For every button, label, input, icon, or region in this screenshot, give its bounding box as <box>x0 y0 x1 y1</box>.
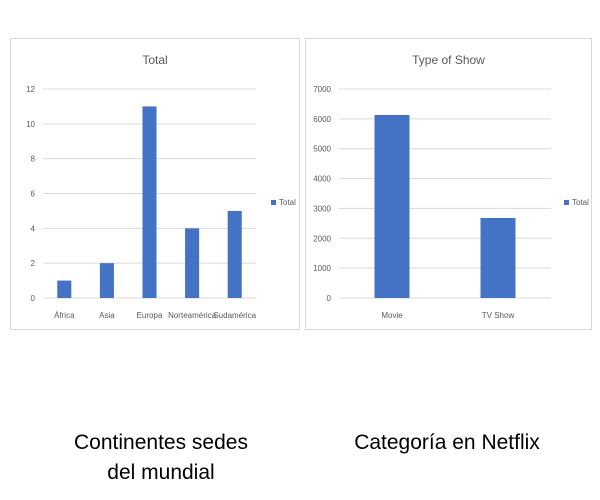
y-tick-label: 12 <box>26 85 35 94</box>
x-tick-label: Asia <box>99 311 115 320</box>
chart-title: Type of Show <box>412 53 485 67</box>
continents-chart: Total 0 2 4 6 8 10 12 África Asia Europa Norteamér… <box>10 38 300 330</box>
show-type-chart-plot: 0 1000 2000 3000 4000 5000 6000 7000 Movie TV Sho… <box>313 85 551 320</box>
y-tick-label: 0 <box>327 294 332 303</box>
y-tick-label: 10 <box>26 120 35 129</box>
y-tick-label: 7000 <box>313 85 331 94</box>
bar <box>480 217 516 298</box>
caption-continents: Continentes sedes del mundial <box>31 428 291 488</box>
show-type-chart: Type of Show 0 1000 2000 3000 4000 5000 6000 70… <box>305 38 592 330</box>
y-tick-label: 3000 <box>313 204 331 213</box>
bar <box>374 114 410 299</box>
chart-legend: Total <box>271 198 296 207</box>
caption-netflix: Categoría en Netflix <box>317 428 577 458</box>
continents-chart-plot: 0 2 4 6 8 10 12 África Asia Europa NorteaméricaSud… <box>26 85 257 320</box>
y-tick-label: 2000 <box>313 234 331 243</box>
caption-line: del mundial <box>107 461 215 484</box>
bar <box>185 228 200 298</box>
x-tick-label: Europa <box>137 311 163 320</box>
legend-label: Total <box>279 198 296 207</box>
y-tick-label: 0 <box>31 294 36 303</box>
legend-swatch <box>271 200 276 205</box>
legend-swatch <box>564 200 569 205</box>
x-tick-label: Sudamérica <box>213 311 256 320</box>
y-tick-label: 4 <box>31 224 36 233</box>
y-tick-label: 6 <box>31 190 36 199</box>
chart-legend: Total <box>564 198 589 207</box>
x-tick-label: Norteamérica <box>168 311 217 320</box>
y-tick-label: 6000 <box>313 115 331 124</box>
caption-line: Categoría en Netflix <box>354 431 540 454</box>
legend-label: Total <box>572 198 589 207</box>
x-tick-label: TV Show <box>482 311 515 320</box>
y-tick-label: 5000 <box>313 145 331 154</box>
caption-line: Continentes sedes <box>74 431 248 454</box>
y-tick-label: 4000 <box>313 175 331 184</box>
y-tick-label: 8 <box>31 155 36 164</box>
bar <box>57 280 72 298</box>
x-tick-label: África <box>54 311 75 320</box>
bar <box>142 106 157 299</box>
chart-title: Total <box>142 53 168 67</box>
bar <box>99 263 114 298</box>
bar <box>227 210 242 298</box>
x-tick-label: Movie <box>381 311 403 320</box>
y-tick-label: 1000 <box>313 264 331 273</box>
y-tick-label: 2 <box>31 259 36 268</box>
